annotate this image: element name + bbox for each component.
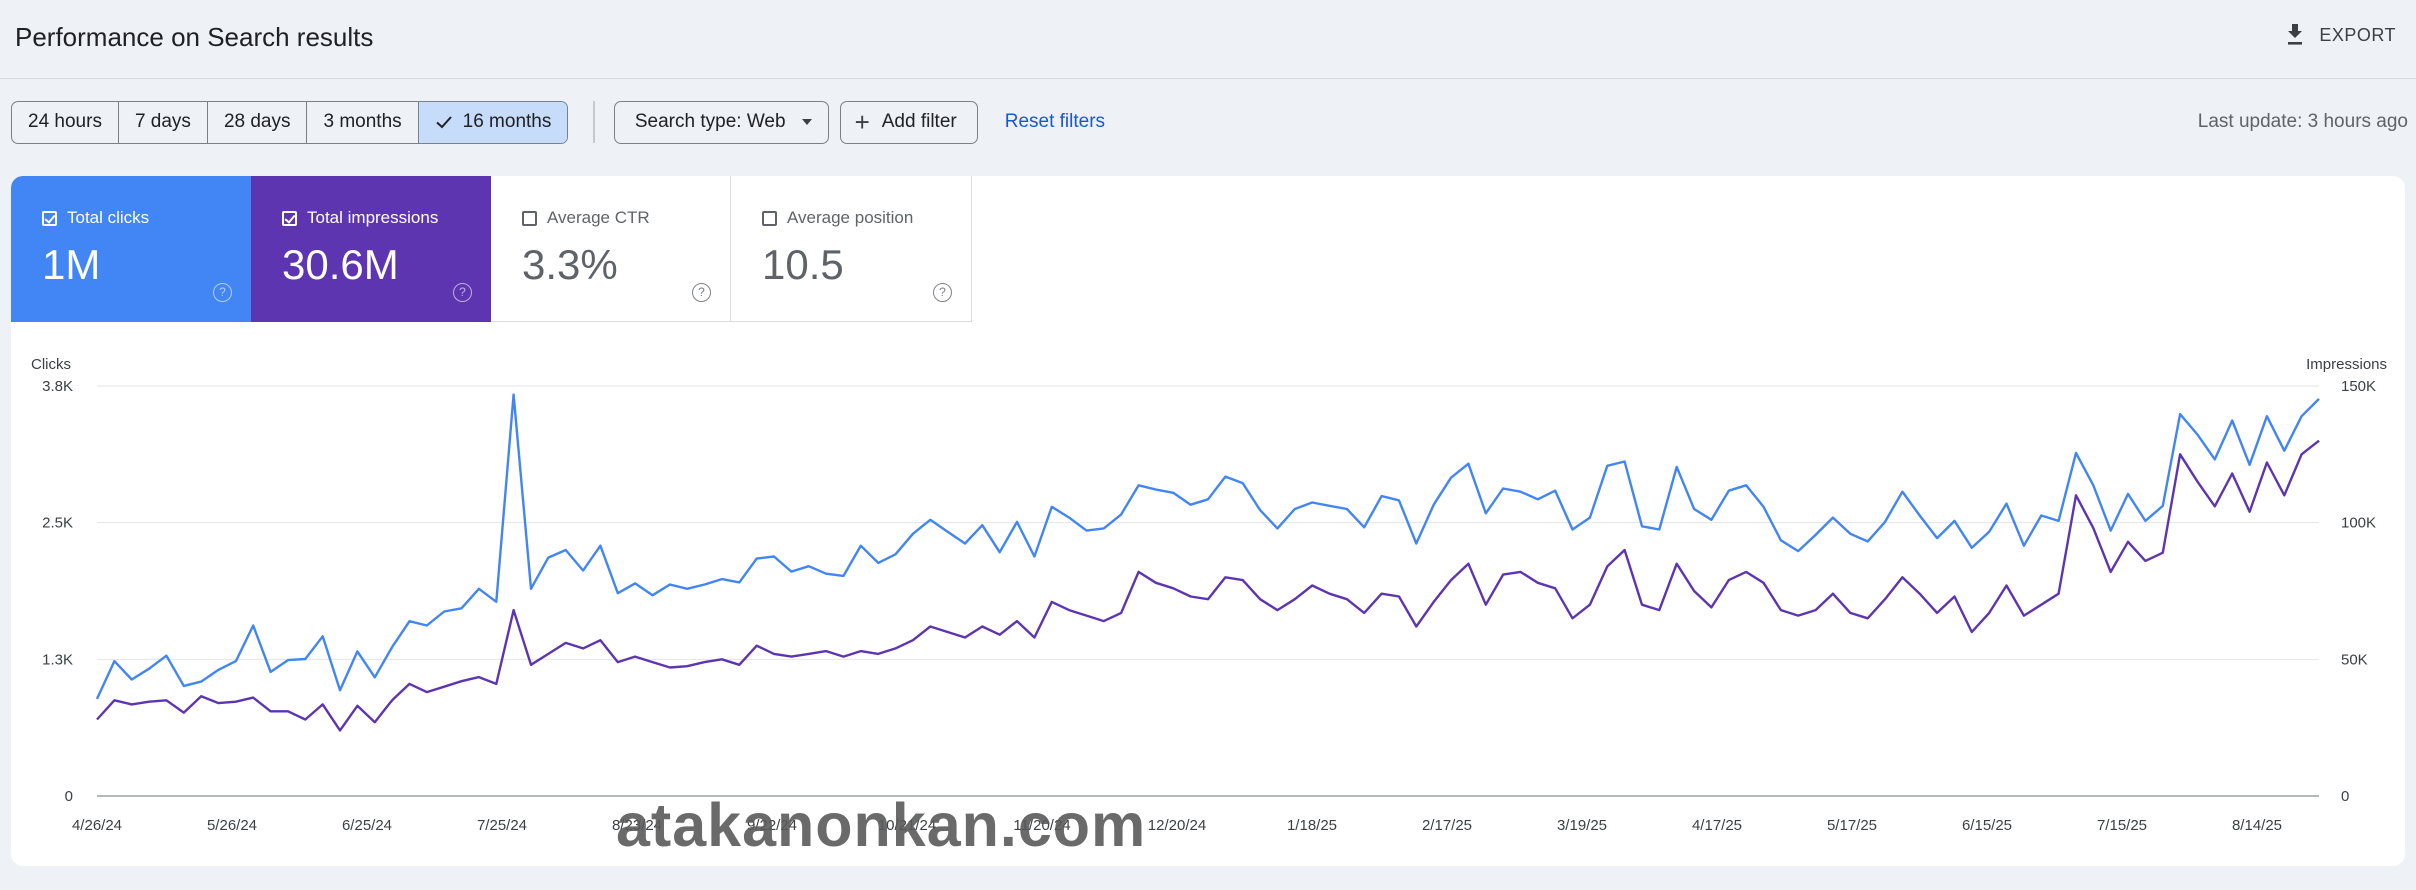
y-axis-label-right: Impressions [2306,356,2387,373]
watermark-text: atakanonkan.com [616,791,1147,859]
metric-value: 10.5 [762,241,844,288]
y-tick-left: 2.5K [42,515,73,532]
export-label: EXPORT [2319,24,2396,45]
metric-card-total-impressions[interactable]: Total impressions 30.6M ? [251,176,491,322]
metric-label-text: Average position [787,208,914,227]
plus-icon: + [854,107,870,137]
y-tick-left: 0 [65,788,73,805]
metric-label-text: Total impressions [307,208,439,227]
x-tick-label: 3/19/25 [1557,817,1607,834]
date-range-label: 16 months [462,111,552,132]
y-tick-left: 3.8K [42,378,73,395]
page-header: Performance on Search results EXPORT [0,0,2416,79]
last-update-text: Last update: 3 hours ago [2197,111,2408,132]
date-range-label: 3 months [323,111,402,132]
metric-card-average-position[interactable]: Average position 10.5 ? [731,176,972,322]
search-type-dropdown[interactable]: Search type: Web [613,100,829,144]
date-range-16-months[interactable]: 16 months [418,101,568,143]
download-icon [2288,24,2303,45]
date-range-label: 24 hours [28,111,102,132]
x-tick-label: 2/17/25 [1422,817,1472,834]
checkbox-checked-icon[interactable] [42,210,57,226]
filter-toolbar: 24 hours 7 days 28 days 3 months 16 mont… [11,100,1105,144]
metric-label-text: Total clicks [67,208,150,227]
date-range-24-hours[interactable]: 24 hours [12,101,119,143]
date-range-3-months[interactable]: 3 months [307,101,419,143]
series-line-clicks [95,393,2320,700]
help-icon[interactable]: ? [692,283,711,302]
x-tick-label: 6/15/25 [1962,817,2012,834]
x-tick-label: 4/17/25 [1692,817,1742,834]
help-icon[interactable]: ? [453,283,472,302]
y-tick-right: 100K [2341,515,2376,532]
date-range-label: 7 days [134,111,191,132]
checkbox-unchecked-icon[interactable] [762,210,777,226]
y-axis-label-left: Clicks [31,356,71,373]
y-tick-left: 1.3K [42,651,73,668]
search-type-label: Search type: Web [634,111,786,132]
x-tick-label: 7/15/25 [2097,817,2147,834]
checkbox-unchecked-icon[interactable] [522,210,537,226]
x-tick-label: 12/20/24 [1148,817,1206,834]
metric-label: Total clicks [42,208,149,228]
performance-card: Total clicks 1M ? Total impressions 30.6… [11,176,2405,866]
metric-value: 3.3% [522,241,618,288]
metric-card-average-ctr[interactable]: Average CTR 3.3% ? [491,176,731,322]
x-tick-label: 6/25/24 [342,817,392,834]
x-tick-label: 1/18/25 [1287,817,1337,834]
metric-label: Average position [762,208,913,228]
date-range-7-days[interactable]: 7 days [119,101,208,143]
add-filter-label: Add filter [881,111,957,132]
series-line-impressions [96,439,2320,732]
date-range-28-days[interactable]: 28 days [208,101,308,143]
checkbox-checked-icon[interactable] [282,210,297,226]
help-icon[interactable]: ? [933,283,952,302]
x-tick-label: 10/21/24 [878,817,936,834]
date-range-selector: 24 hours 7 days 28 days 3 months 16 mont… [11,100,569,144]
y-tick-right: 0 [2341,788,2349,805]
y-tick-right: 50K [2341,651,2368,668]
x-tick-label: 7/25/24 [477,817,527,834]
x-tick-label: 8/23/24 [612,817,662,834]
y-tick-right: 150K [2341,378,2376,395]
x-tick-label: 5/26/24 [207,817,257,834]
performance-chart: 0 0 1.3K 50K 2.5K 100K 3.8K 150K Clicks Impressio… [31,356,2387,834]
metric-value: 30.6M [282,241,399,288]
dropdown-arrow-icon [801,119,812,125]
export-button[interactable]: EXPORT [2283,20,2396,50]
add-filter-button[interactable]: + Add filter [839,100,978,144]
page-title: Performance on Search results [15,22,374,52]
date-range-label: 28 days [223,111,291,132]
metric-label: Average CTR [522,208,650,228]
x-tick-label: 5/17/25 [1827,817,1877,834]
checkmark-icon [435,116,452,129]
metric-label-text: Average CTR [547,208,650,227]
x-tick-label: 11/20/24 [1013,817,1070,834]
x-tick-label: 4/26/24 [72,817,122,834]
metric-value: 1M [42,241,101,288]
metric-card-total-clicks[interactable]: Total clicks 1M ? [11,176,251,322]
x-tick-label: 8/14/25 [2232,817,2282,834]
metric-label: Total impressions [282,208,438,228]
x-tick-label: 9/22/24 [747,817,797,834]
help-icon[interactable]: ? [213,283,232,302]
toolbar-divider [593,101,595,143]
reset-filters-link[interactable]: Reset filters [1004,111,1106,132]
